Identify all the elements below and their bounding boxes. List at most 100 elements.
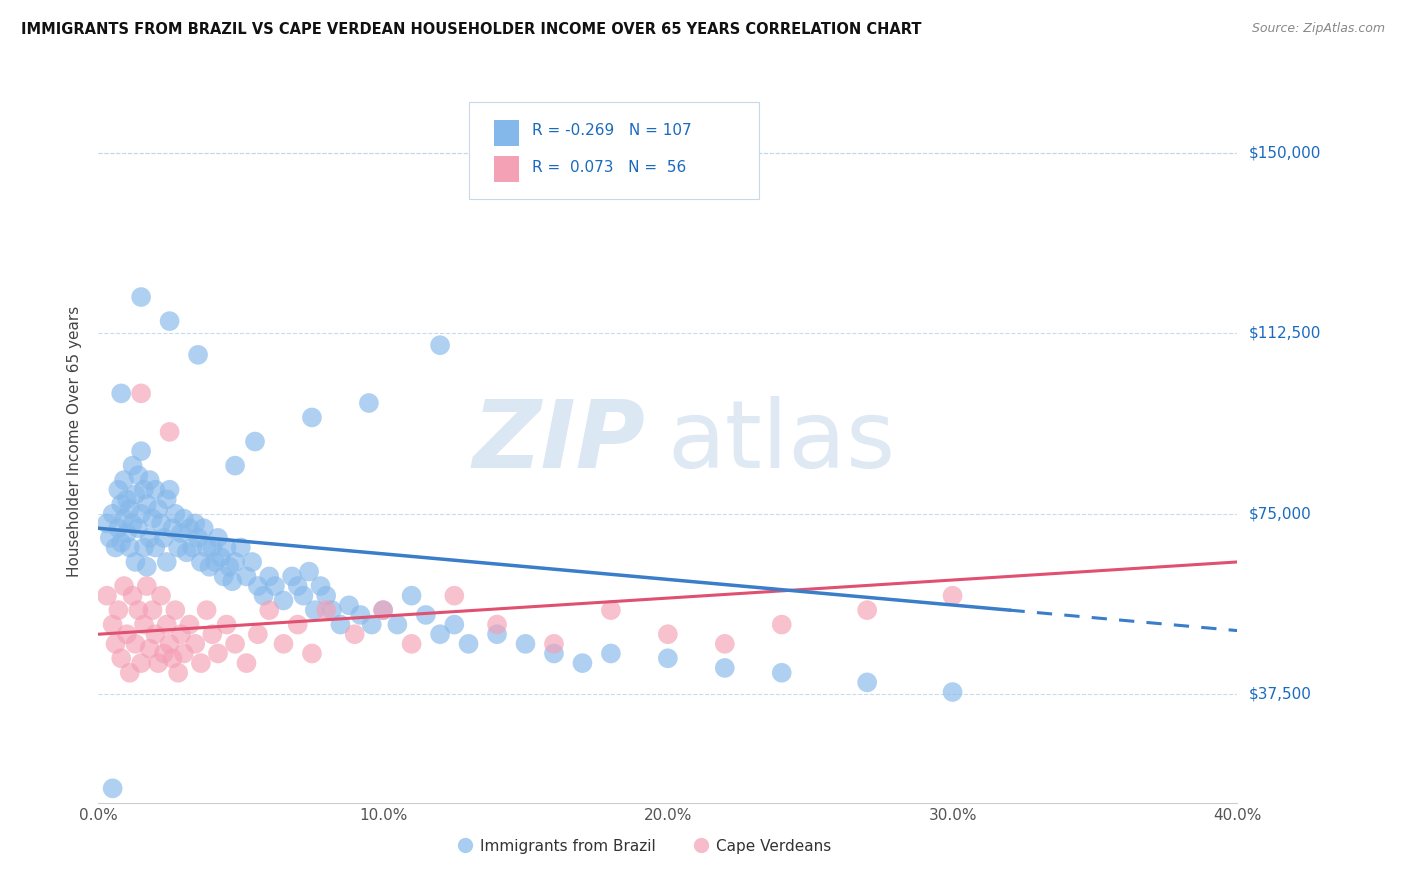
Point [110, 651, 132, 665]
Point [229, 541, 252, 555]
Point [132, 617, 155, 632]
Text: atlas: atlas [668, 395, 896, 488]
Legend: Immigrants from Brazil, Cape Verdeans: Immigrants from Brazil, Cape Verdeans [453, 832, 837, 860]
Point [657, 651, 679, 665]
Point [96, 589, 118, 603]
Point [159, 637, 181, 651]
Point [571, 656, 593, 670]
Point [281, 569, 304, 583]
Point [107, 521, 129, 535]
Point [259, 603, 281, 617]
Point [170, 526, 193, 541]
Point [224, 458, 246, 473]
Point [207, 531, 229, 545]
Bar [494, 120, 519, 145]
Point [543, 647, 565, 661]
FancyBboxPatch shape [468, 102, 759, 200]
Text: ZIP: ZIP [472, 395, 645, 488]
Point [856, 675, 879, 690]
Point [240, 555, 263, 569]
Point [246, 579, 269, 593]
Point [600, 647, 623, 661]
Point [301, 647, 323, 661]
Point [176, 545, 198, 559]
Point [141, 511, 163, 525]
Point [132, 483, 155, 497]
Point [309, 579, 332, 593]
Point [179, 617, 201, 632]
Point [107, 603, 129, 617]
Point [770, 617, 793, 632]
Point [115, 627, 138, 641]
Point [118, 541, 141, 555]
Point [387, 617, 409, 632]
Point [184, 637, 207, 651]
Point [292, 589, 315, 603]
Point [204, 555, 226, 569]
Point [159, 425, 181, 439]
Point [112, 473, 135, 487]
Point [129, 386, 152, 401]
Point [193, 521, 215, 535]
Point [153, 647, 176, 661]
Point [104, 637, 127, 651]
Text: R =  0.073   N =  56: R = 0.073 N = 56 [533, 160, 686, 175]
Point [246, 627, 269, 641]
Point [159, 483, 181, 497]
Point [770, 665, 793, 680]
Point [443, 617, 465, 632]
Point [148, 656, 170, 670]
Point [104, 541, 127, 555]
Point [235, 656, 257, 670]
Point [145, 541, 167, 555]
Point [184, 516, 207, 531]
Point [138, 473, 160, 487]
Point [101, 507, 124, 521]
Point [209, 550, 232, 565]
Point [127, 603, 149, 617]
Point [179, 521, 201, 535]
Point [127, 468, 149, 483]
Point [298, 565, 321, 579]
Point [101, 781, 124, 796]
Text: Source: ZipAtlas.com: Source: ZipAtlas.com [1251, 22, 1385, 36]
Point [181, 541, 204, 555]
Point [215, 541, 238, 555]
Point [224, 555, 246, 569]
Point [198, 559, 221, 574]
Point [132, 541, 155, 555]
Point [264, 579, 287, 593]
Point [224, 637, 246, 651]
Text: IMMIGRANTS FROM BRAZIL VS CAPE VERDEAN HOUSEHOLDER INCOME OVER 65 YEARS CORRELAT: IMMIGRANTS FROM BRAZIL VS CAPE VERDEAN H… [21, 22, 921, 37]
Point [273, 593, 295, 607]
Point [150, 516, 173, 531]
Point [190, 555, 212, 569]
Point [215, 617, 238, 632]
Point [129, 507, 152, 521]
Point [118, 502, 141, 516]
Point [129, 444, 152, 458]
Point [110, 497, 132, 511]
Point [156, 492, 179, 507]
Point [360, 617, 382, 632]
Point [115, 526, 138, 541]
Point [162, 521, 184, 535]
Point [124, 637, 146, 651]
Point [207, 647, 229, 661]
Point [110, 386, 132, 401]
Point [401, 589, 423, 603]
Point [170, 627, 193, 641]
Point [235, 569, 257, 583]
Point [657, 627, 679, 641]
Point [153, 531, 176, 545]
Text: $112,500: $112,500 [1249, 326, 1320, 341]
Point [415, 607, 437, 622]
Point [337, 599, 360, 613]
Point [121, 458, 143, 473]
Point [156, 617, 179, 632]
Point [714, 637, 737, 651]
Point [218, 559, 240, 574]
Point [243, 434, 266, 449]
Point [942, 589, 965, 603]
Point [173, 511, 195, 525]
